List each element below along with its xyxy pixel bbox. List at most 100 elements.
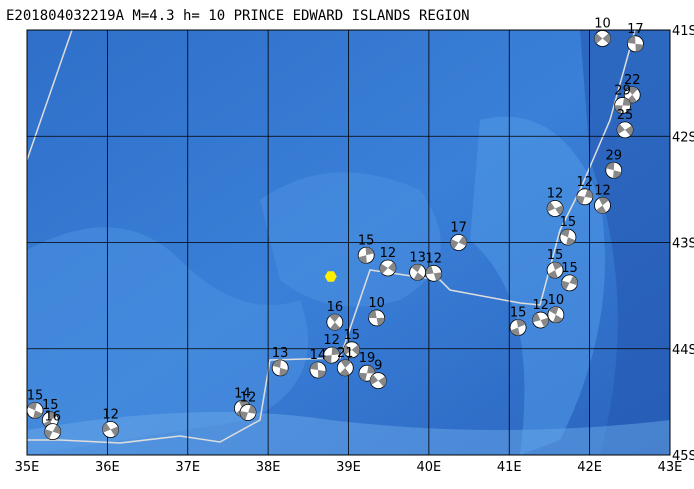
beachball-quadrant: [547, 201, 564, 216]
focal-mechanism: [102, 421, 119, 438]
depth-label: 17: [450, 221, 467, 236]
focal-mechanism: [368, 309, 386, 327]
depth-label: 12: [425, 251, 442, 266]
depth-label: 10: [368, 296, 385, 311]
beachball-quadrant: [549, 306, 563, 323]
focal-mechanism: [559, 228, 577, 246]
x-tick-label: 38E: [256, 460, 281, 475]
focal-mechanism: [326, 313, 344, 331]
depth-label: 10: [594, 17, 611, 32]
x-tick-label: 35E: [15, 460, 40, 475]
depth-label: 15: [27, 388, 44, 403]
beachball-quadrant: [102, 422, 119, 437]
beachball-quadrant: [532, 312, 549, 328]
beachball-quadrant: [510, 319, 526, 336]
beachball-quadrant: [329, 314, 341, 331]
beachball-quadrant: [323, 347, 340, 364]
focal-mechanism: [239, 404, 257, 421]
focal-mechanism: [336, 359, 354, 377]
beachball-quadrant: [343, 344, 360, 356]
depth-label: 9: [374, 359, 382, 374]
map-title: E201804032219A M=4.3 h= 10 PRINCE EDWARD…: [6, 8, 470, 24]
depth-label: 12: [547, 187, 564, 202]
focal-mechanism: [357, 246, 375, 264]
beachball-quadrant: [339, 359, 351, 376]
beachball-quadrant: [626, 86, 638, 103]
beachball-quadrant: [358, 247, 374, 264]
x-tick-label: 37E: [175, 460, 200, 475]
y-tick-label: 42S: [672, 130, 694, 145]
y-tick-label: 44S: [672, 343, 694, 358]
beachball-quadrant: [616, 123, 633, 136]
depth-label: 12: [577, 175, 594, 190]
beachball-quadrant: [43, 411, 58, 428]
beachball-quadrant: [370, 374, 387, 387]
focal-mechanism: [450, 234, 468, 251]
depth-label: 16: [327, 300, 344, 315]
beachball-quadrant: [272, 359, 288, 376]
focal-mechanism: [594, 196, 611, 214]
focal-mechanism: [26, 401, 44, 419]
depth-label: 15: [510, 306, 527, 321]
depth-label: 19: [359, 351, 376, 366]
depth-label: 29: [614, 83, 631, 98]
focal-mechanism: [616, 121, 634, 139]
depth-label: 15: [358, 233, 375, 248]
focal-mechanism: [323, 346, 341, 364]
depth-label: 12: [240, 391, 257, 406]
beachball-quadrant: [614, 97, 631, 114]
focal-mechanism: [369, 372, 387, 390]
depth-label: 12: [594, 183, 611, 198]
depth-label: 12: [102, 408, 119, 423]
depth-label: 15: [561, 261, 578, 276]
depth-label: 13: [409, 250, 426, 265]
x-tick-label: 43E: [658, 460, 683, 475]
focal-mechanism: [623, 86, 641, 104]
depth-label: 22: [624, 73, 641, 88]
beachball-quadrant: [379, 262, 396, 274]
focal-mechanism: [576, 188, 594, 206]
focal-mechanism: [546, 261, 564, 279]
focal-mechanism: [425, 264, 443, 282]
depth-label: 15: [343, 328, 360, 343]
depth-label: 16: [44, 410, 61, 425]
x-tick-label: 36E: [95, 460, 120, 475]
depth-label: 12: [380, 246, 397, 261]
beachball-quadrant: [548, 262, 562, 279]
beachball-quadrant: [596, 197, 609, 214]
x-tick-label: 42E: [577, 460, 602, 475]
focal-mechanism: [343, 341, 361, 359]
x-tick-label: 41E: [497, 460, 522, 475]
focal-mechanism: [44, 423, 62, 441]
depth-label: 14: [310, 348, 327, 363]
depth-label: 13: [272, 346, 289, 361]
depth-label: 17: [627, 22, 644, 37]
focal-mechanism: [561, 274, 578, 292]
epicenter: [324, 271, 337, 282]
depth-label: 21: [337, 346, 354, 361]
beachball-quadrant: [358, 365, 376, 381]
depth-label: 12: [532, 298, 549, 313]
beachball-quadrant: [560, 229, 576, 246]
beachball-quadrant: [44, 424, 61, 439]
focal-mechanism: [379, 259, 397, 277]
beachball-quadrant: [606, 162, 622, 179]
y-tick-label: 41S: [672, 24, 694, 39]
x-tick-label: 40E: [416, 460, 441, 475]
depth-label: 15: [42, 398, 59, 413]
focal-mechanism: [409, 263, 427, 281]
beachball-quadrant: [627, 35, 644, 52]
focal-mechanism: [271, 359, 289, 377]
beachball-quadrant: [27, 402, 43, 419]
beachball-quadrant: [576, 189, 593, 205]
focal-mechanism: [532, 311, 549, 329]
beachball-quadrant: [310, 362, 326, 378]
beachball-quadrant: [368, 310, 385, 326]
depth-label: 25: [617, 108, 634, 123]
depth-label: 15: [560, 215, 577, 230]
focal-mechanism: [614, 97, 631, 114]
y-tick-label: 45S: [672, 449, 694, 464]
beachball-quadrant: [594, 33, 611, 44]
depth-label: 14: [234, 386, 251, 401]
